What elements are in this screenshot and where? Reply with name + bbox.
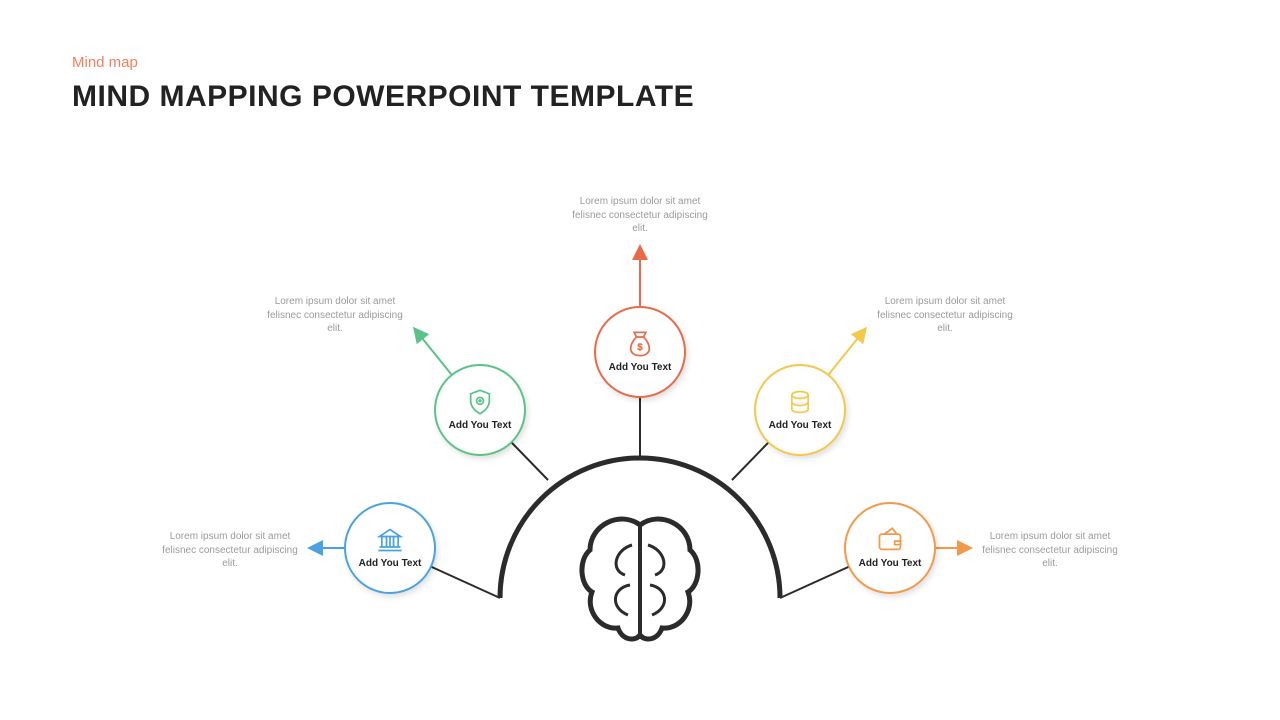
shield-icon: [466, 388, 494, 416]
mindmap-node: $ Add You Text: [594, 306, 686, 398]
node-label: Add You Text: [763, 420, 838, 432]
node-description: Lorem ipsum dolor sit amet felisnec cons…: [155, 530, 305, 571]
svg-text:$: $: [637, 342, 643, 352]
mindmap-node: Add You Text: [434, 364, 526, 456]
mindmap-node: Add You Text: [344, 502, 436, 594]
coins-icon: [786, 388, 814, 416]
mindmap-node: Add You Text: [754, 364, 846, 456]
bank-icon: [376, 526, 404, 554]
node-description: Lorem ipsum dolor sit amet felisnec cons…: [975, 530, 1125, 571]
node-description: Lorem ipsum dolor sit amet felisnec cons…: [870, 295, 1020, 336]
node-label: Add You Text: [853, 558, 928, 570]
brain-icon: [582, 519, 698, 639]
money-bag-icon: $: [626, 330, 654, 358]
mindmap-node: Add You Text: [844, 502, 936, 594]
node-label: Add You Text: [443, 420, 518, 432]
arrow: [829, 333, 862, 374]
node-label: Add You Text: [603, 362, 678, 374]
node-description: Lorem ipsum dolor sit amet felisnec cons…: [260, 295, 410, 336]
node-label: Add You Text: [353, 558, 428, 570]
node-description: Lorem ipsum dolor sit amet felisnec cons…: [565, 195, 715, 236]
wallet-icon: [876, 526, 904, 554]
arrow: [418, 333, 451, 374]
